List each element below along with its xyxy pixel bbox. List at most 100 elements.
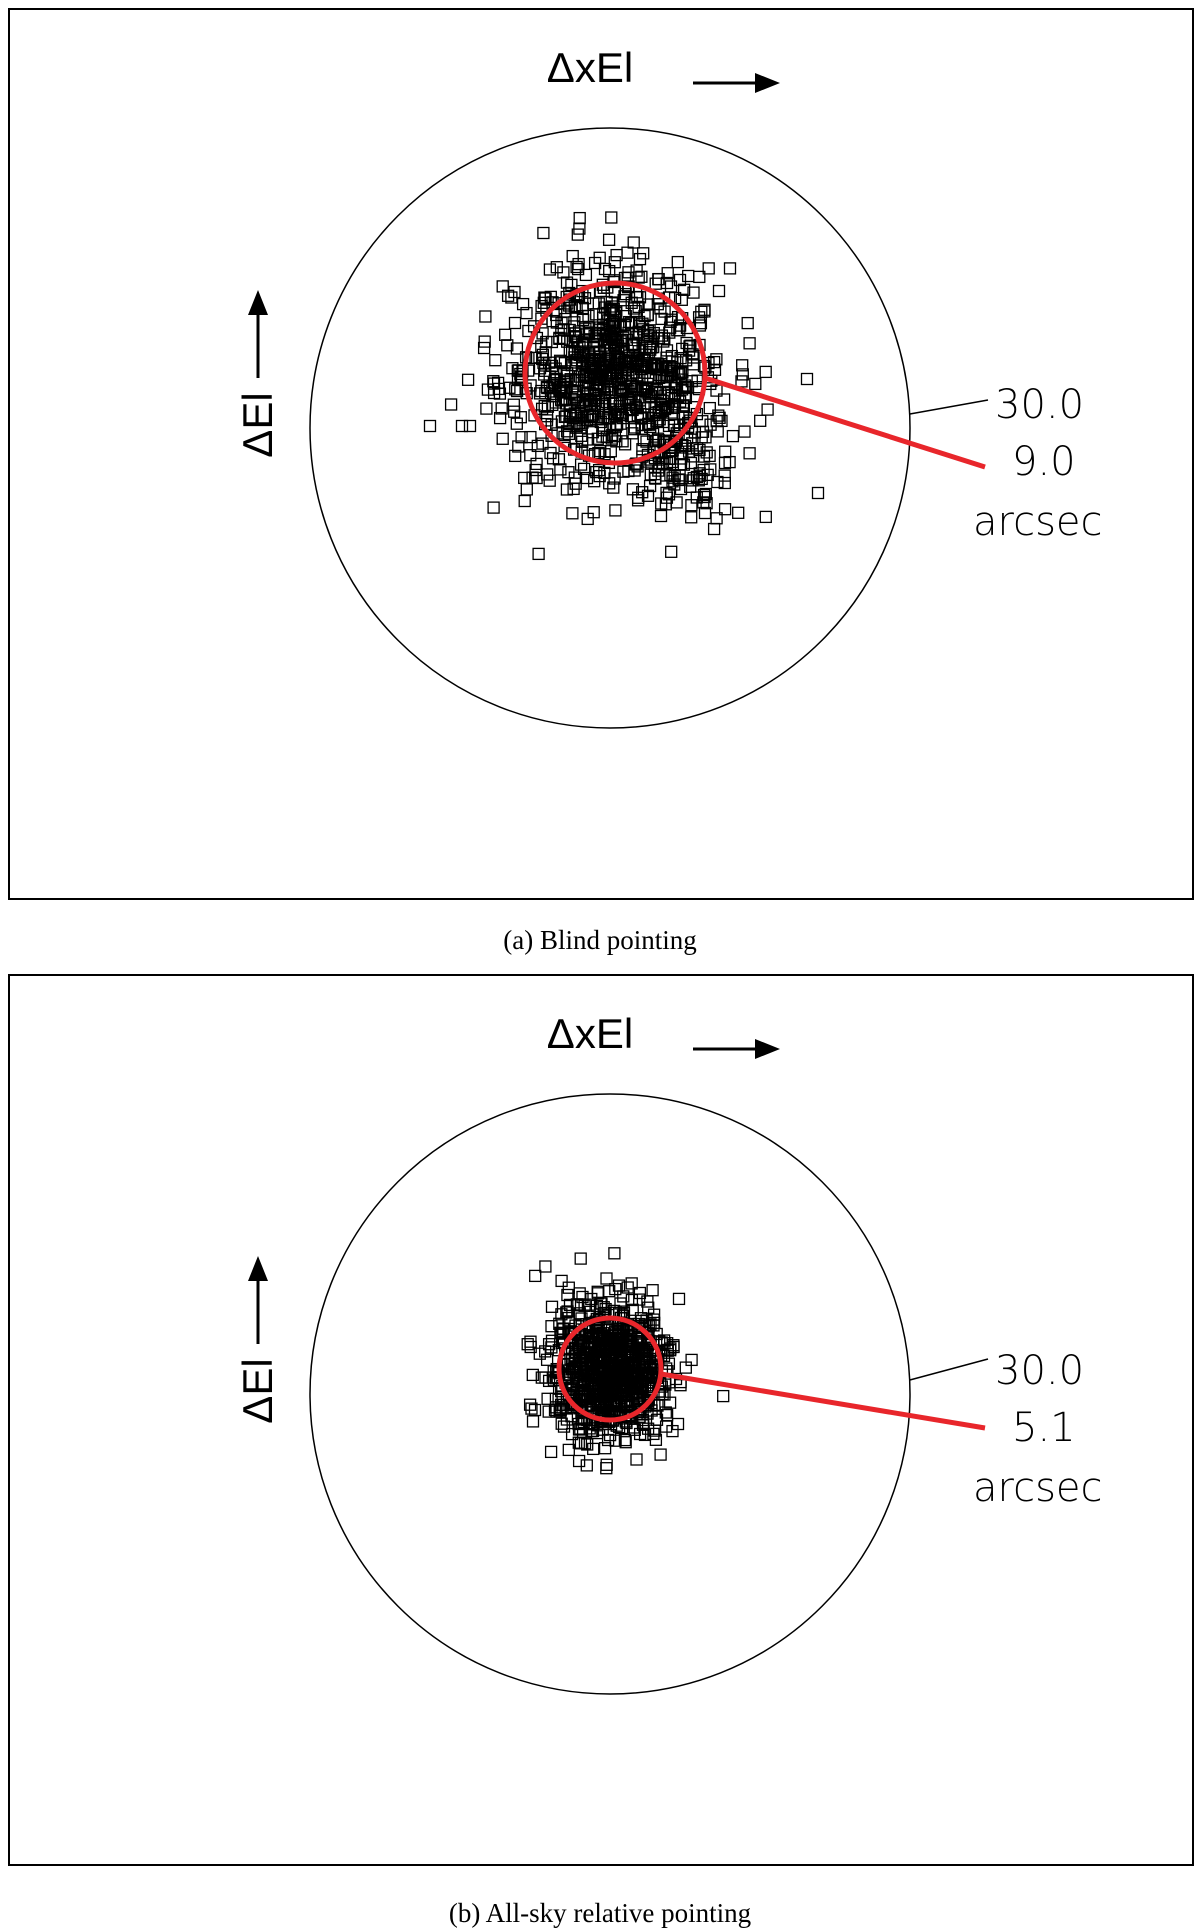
data-point — [627, 338, 640, 351]
data-point — [569, 1369, 583, 1382]
data-point — [461, 373, 475, 386]
data-point — [541, 468, 554, 481]
data-point — [572, 257, 585, 271]
data-point — [712, 284, 726, 298]
data-point — [711, 425, 724, 438]
data-point — [673, 319, 687, 332]
data-point — [684, 456, 698, 470]
data-point — [531, 439, 544, 453]
data-point — [510, 417, 523, 430]
data-point — [606, 1331, 619, 1345]
data-point — [684, 480, 697, 493]
data-point — [555, 1327, 568, 1340]
data-point — [598, 1343, 612, 1356]
data-point — [651, 1399, 664, 1412]
data-point — [598, 448, 611, 461]
data-point — [619, 1373, 632, 1386]
data-point — [693, 467, 706, 480]
data-point — [587, 506, 600, 519]
data-point — [610, 361, 623, 375]
data-point — [569, 1361, 583, 1374]
data-point — [596, 311, 610, 324]
data-point — [582, 1377, 595, 1390]
data-point — [559, 397, 573, 410]
data-point — [711, 475, 724, 489]
data-point — [530, 471, 543, 485]
data-point — [759, 365, 772, 379]
data-point — [609, 320, 622, 334]
x-axis-arrow-head — [755, 73, 780, 93]
data-point — [743, 447, 756, 460]
data-point — [585, 1354, 598, 1367]
data-point — [501, 289, 515, 302]
data-point — [520, 483, 533, 496]
data-point — [699, 431, 712, 444]
data-point — [562, 1281, 575, 1294]
data-point — [601, 380, 614, 393]
scatter-plot-b: ΔxEl ΔEl 30.0 5.1 arcsec — [234, 1010, 1103, 1695]
data-point — [621, 1281, 634, 1294]
data-point — [554, 463, 567, 476]
data-point — [544, 1445, 558, 1459]
data-point — [674, 1379, 687, 1392]
data-point — [590, 345, 603, 358]
data-point — [687, 351, 700, 364]
data-point — [489, 354, 502, 367]
data-point — [496, 432, 509, 445]
data-point — [495, 402, 508, 415]
data-point — [546, 389, 560, 403]
data-point — [732, 506, 745, 519]
data-point — [718, 503, 732, 516]
data-point — [644, 468, 657, 481]
data-point — [478, 335, 491, 348]
data-point — [624, 379, 638, 393]
data-point — [501, 339, 514, 352]
data-point — [759, 510, 772, 524]
data-point — [614, 1297, 627, 1310]
data-point — [596, 424, 609, 437]
data-point — [713, 411, 726, 424]
chart-panel-a: ΔxEl ΔEl 30.0 9.0 arcsec — [8, 8, 1194, 900]
data-point — [672, 1292, 686, 1306]
data-point — [638, 1428, 652, 1442]
data-point — [633, 291, 647, 304]
data-point — [487, 501, 500, 514]
data-point — [618, 1433, 632, 1447]
data-point — [671, 356, 684, 369]
data-point-outlier — [811, 486, 825, 500]
data-point — [510, 342, 524, 355]
data-point — [741, 316, 754, 330]
data-point — [644, 420, 657, 434]
data-point — [541, 1392, 554, 1405]
data-point — [543, 263, 557, 276]
outer-circle-label: 30.0 — [995, 1348, 1084, 1394]
outer-circle-leader — [909, 399, 989, 415]
data-point — [553, 331, 566, 345]
data-point — [518, 471, 531, 485]
data-point — [640, 332, 654, 345]
data-point — [655, 312, 668, 326]
data-point — [521, 1338, 534, 1351]
rms-circle-label: 5.1 — [1012, 1405, 1076, 1451]
data-point — [718, 476, 731, 490]
data-point — [600, 318, 613, 331]
data-point — [656, 415, 670, 429]
x-axis-label: ΔxEl — [547, 1010, 633, 1057]
data-point — [627, 236, 640, 249]
data-point — [606, 332, 619, 346]
rms-circle — [556, 1315, 664, 1423]
data-point — [630, 264, 643, 277]
data-point — [543, 381, 556, 395]
data-point-outlier — [671, 1417, 685, 1431]
data-point — [593, 1398, 607, 1411]
data-point — [646, 1284, 659, 1297]
data-point — [592, 321, 605, 334]
data-point — [697, 488, 711, 502]
caption-a: (a) Blind pointing — [503, 925, 697, 955]
data-point — [701, 468, 714, 482]
data-point — [662, 488, 676, 501]
data-point — [664, 280, 678, 293]
data-point — [682, 344, 696, 357]
data-point — [649, 277, 662, 290]
data-point — [550, 261, 563, 274]
